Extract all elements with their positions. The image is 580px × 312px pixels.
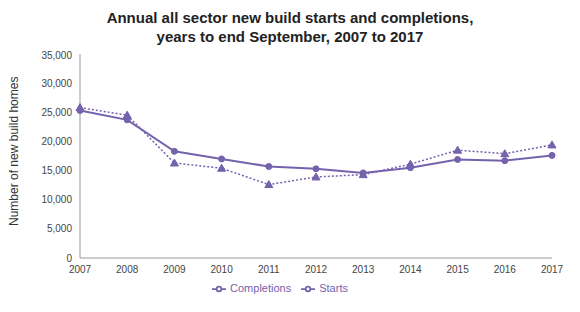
svg-text:25,000: 25,000 <box>41 107 72 118</box>
svg-text:35,000: 35,000 <box>41 50 72 61</box>
svg-text:2017: 2017 <box>541 264 564 275</box>
svg-text:2008: 2008 <box>116 264 139 275</box>
svg-text:2009: 2009 <box>163 264 186 275</box>
html-text:Annual all sector new build st: Annual all sector new build starts and c… <box>106 9 474 45</box>
svg-text:2007: 2007 <box>69 264 92 275</box>
html-text:Completions: Completions <box>230 282 292 294</box>
svg-text:10,000: 10,000 <box>41 194 72 205</box>
svg-text:0: 0 <box>66 253 72 264</box>
svg-text:30,000: 30,000 <box>41 78 72 89</box>
svg-text:2010: 2010 <box>210 264 233 275</box>
svg-text:15,000: 15,000 <box>41 165 72 176</box>
html-text:Starts: Starts <box>319 282 348 294</box>
svg-text:2012: 2012 <box>305 264 328 275</box>
svg-text:2013: 2013 <box>352 264 375 275</box>
svg-text:Number of new build homes: Number of new build homes <box>8 77 21 226</box>
svg-text:5,000: 5,000 <box>47 223 72 234</box>
svg-text:2014: 2014 <box>399 264 422 275</box>
svg-text:2011: 2011 <box>258 264 280 275</box>
svg-text:2016: 2016 <box>494 264 517 275</box>
svg-text:2015: 2015 <box>446 264 469 275</box>
svg-text:20,000: 20,000 <box>41 136 72 147</box>
